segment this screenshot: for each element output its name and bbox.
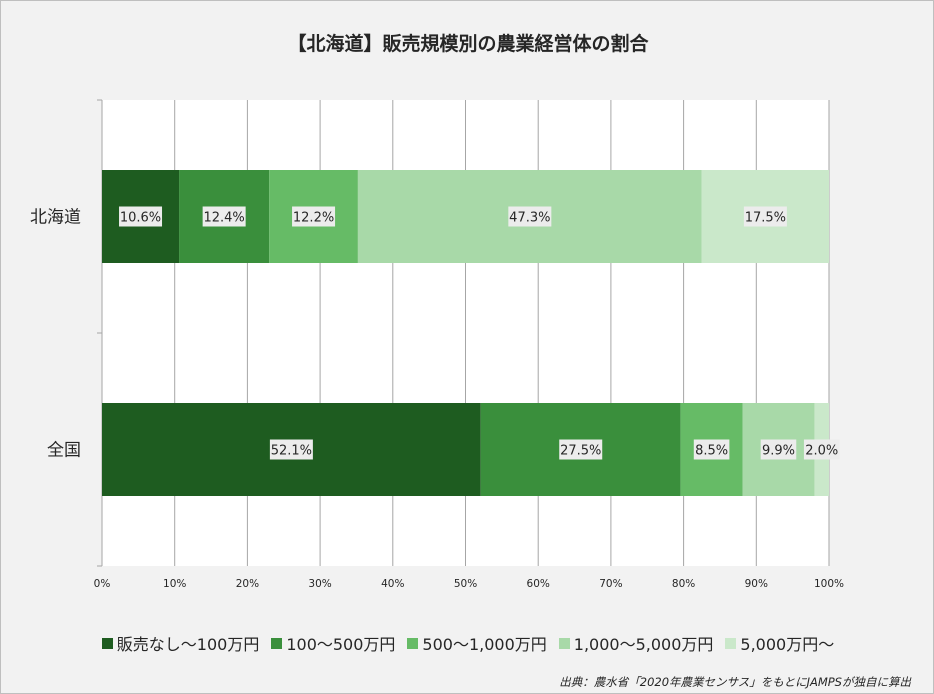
data-label-box	[760, 439, 797, 460]
data-label-box	[119, 206, 163, 227]
legend-label: 500～1,000万円	[422, 635, 547, 654]
data-label: 17.5%	[745, 211, 786, 226]
x-tick-label: 100%	[814, 578, 844, 590]
data-label-box	[693, 439, 730, 460]
data-label: 12.2%	[293, 211, 334, 226]
legend-item: 5,000万円～	[725, 631, 834, 655]
x-tick-label: 40%	[381, 578, 404, 590]
legend-swatch	[101, 637, 113, 649]
chart-title: 【北海道】販売規模別の農業経営体の割合	[287, 33, 649, 55]
data-label: 9.9%	[762, 444, 795, 459]
legend-item: 500～1,000万円	[407, 631, 547, 655]
x-tick-label: 90%	[745, 578, 768, 590]
x-tick-label: 70%	[599, 578, 622, 590]
legend-label: 1,000～5,000万円	[573, 635, 714, 654]
legend-label: 5,000万円～	[740, 635, 835, 654]
data-label-box	[559, 439, 603, 460]
data-label: 8.5%	[695, 444, 728, 459]
chart-plot: 北海道 10.6% 12.4% 12.2% 47.3% 17.5% 全国 52.1% 27.5%…	[30, 99, 844, 590]
x-tick-label: 0%	[94, 578, 111, 590]
x-tick-label: 30%	[308, 578, 331, 590]
legend-item: 100～500万円	[271, 631, 395, 655]
data-label-box	[292, 206, 336, 227]
legend-swatch	[407, 637, 419, 649]
data-label-box	[803, 439, 840, 460]
chart-legend: 販売なし～100万円 100～500万円 500～1,000万円 1,000～5,00…	[1, 631, 934, 655]
x-tick-label: 10%	[163, 578, 186, 590]
data-label-box	[743, 206, 787, 227]
data-label: 2.0%	[805, 444, 838, 459]
legend-item: 販売なし～100万円	[101, 631, 260, 655]
legend-swatch	[558, 637, 570, 649]
legend-swatch	[271, 637, 283, 649]
data-label: 27.5%	[560, 444, 601, 459]
legend-label: 100～500万円	[286, 635, 396, 654]
x-tick-label: 80%	[672, 578, 695, 590]
data-label: 10.6%	[120, 211, 161, 226]
x-tick-label: 50%	[454, 578, 477, 590]
x-tick-label: 20%	[236, 578, 259, 590]
data-label-box	[202, 206, 246, 227]
legend-label: 販売なし～100万円	[116, 635, 260, 654]
category-label: 北海道	[30, 208, 81, 228]
data-label: 12.4%	[203, 211, 244, 226]
data-label-box	[269, 439, 313, 460]
category-label: 全国	[47, 441, 81, 461]
data-label: 47.3%	[509, 211, 550, 226]
data-label: 52.1%	[271, 444, 312, 459]
legend-item: 1,000～5,000万円	[558, 631, 714, 655]
legend-swatch	[725, 637, 737, 649]
data-label-box	[508, 206, 552, 227]
x-tick-label: 60%	[527, 578, 550, 590]
source-note: 出典：農水省「2020年農業センサス」をもとにJAMPSが独自に算出	[559, 675, 911, 689]
